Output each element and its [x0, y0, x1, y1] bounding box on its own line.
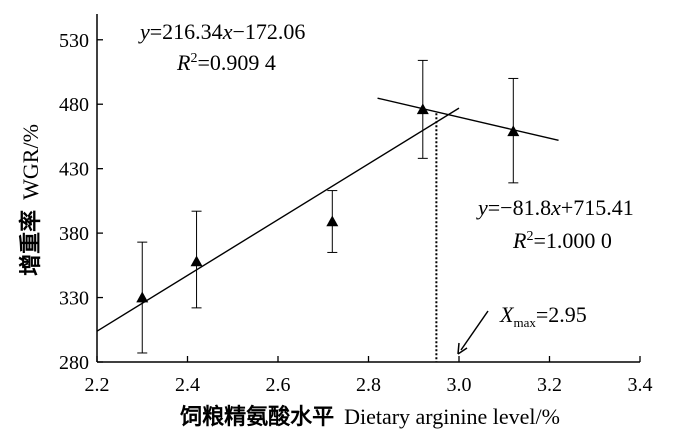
y-tick-label: 280: [59, 352, 89, 374]
fit-line-2: [377, 97, 559, 141]
y-tick-label: 380: [59, 223, 89, 245]
equation-2-line1: y=−81.8x+715.41: [476, 195, 634, 220]
y-tick-label: 330: [59, 288, 89, 310]
ticks: 2.2 2.4 2.6 2.8 3.0 3.2 3.4 280 330 380 430 480 530: [59, 30, 653, 396]
x-tick-label: 2.4: [175, 374, 200, 396]
equation-1-line1: y=216.34x−172.06: [138, 19, 305, 44]
data-point-triangle: [190, 255, 203, 267]
xmax-annotation: Xmax=2.95: [499, 302, 587, 330]
y-tick-label: 480: [59, 94, 89, 116]
x-tick-label: 3.2: [537, 374, 562, 396]
x-tick-label: 2.6: [266, 374, 291, 396]
xmax-arrow: [457, 310, 489, 355]
x-axis-label: 饲粮精氨酸水平 Dietary arginine level/%: [179, 404, 560, 430]
x-tick-label: 2.8: [356, 374, 381, 396]
x-tick-label: 3.0: [447, 374, 472, 396]
fit-line-1: [96, 107, 460, 332]
y-tick-label: 430: [59, 159, 89, 181]
data-point-triangle: [507, 125, 520, 137]
data-point-triangle: [416, 103, 429, 115]
x-tick-label: 2.2: [85, 374, 110, 396]
data-point-triangle: [326, 215, 339, 227]
data-point-triangle: [136, 291, 149, 303]
x-tick-label: 3.4: [628, 374, 653, 396]
equation-1-r2: R2=0.909 4: [176, 50, 276, 75]
y-axis-label: 增重率WGR/%: [18, 124, 44, 276]
y-tick-label: 530: [59, 30, 89, 52]
equation-2-r2: R2=1.000 0: [512, 228, 612, 253]
fit-lines: [96, 97, 559, 362]
data-points: [136, 59, 520, 354]
